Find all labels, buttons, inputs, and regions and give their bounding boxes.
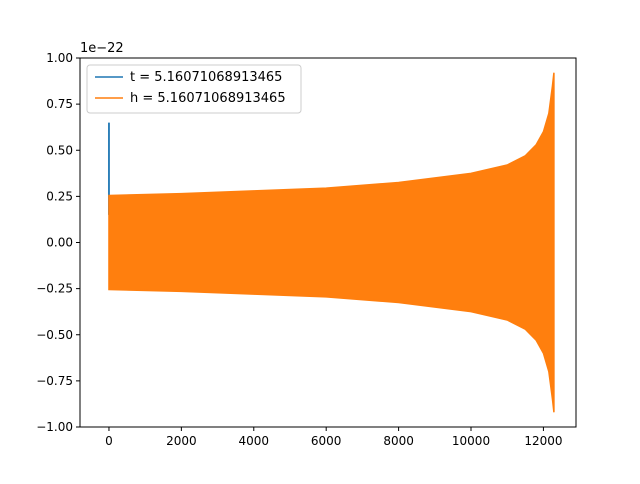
x-tick-label: 12000 [524,434,562,448]
y-tick-label: −1.00 [36,420,73,434]
x-tick-label: 4000 [239,434,270,448]
y-tick-label: −0.75 [36,374,73,388]
legend: t = 5.16071068913465 h = 5.1607106891346… [86,64,302,114]
y-tick-label: 1.00 [46,51,73,65]
y-tick-label: −0.50 [36,328,73,342]
plot-frame [79,57,577,428]
legend-label-h: h = 5.16071068913465 [130,91,286,106]
y-tick-label: 0.75 [46,97,73,111]
x-tick-label: 0 [105,434,113,448]
x-tick-label: 2000 [166,434,197,448]
y-tick-label: 0.50 [46,143,73,157]
y-tick-label: 0.25 [46,189,73,203]
x-tick-label: 6000 [311,434,342,448]
y-axis: −1.00 −0.75 −0.50 −0.25 0.00 0.25 0.50 0.75 1.00 [36,51,80,434]
x-tick-label: 10000 [452,434,490,448]
plot-area [108,72,555,413]
legend-label-t: t = 5.16071068913465 [130,70,282,85]
x-tick-label: 8000 [383,434,414,448]
series-h-waveform [108,72,555,413]
y-tick-label: −0.25 [36,282,73,296]
x-axis: 0 2000 4000 6000 8000 10000 12000 [105,427,563,448]
y-tick-label: 0.00 [46,236,73,250]
y-offset-label: 1e−22 [80,41,124,56]
legend-box [86,64,302,114]
